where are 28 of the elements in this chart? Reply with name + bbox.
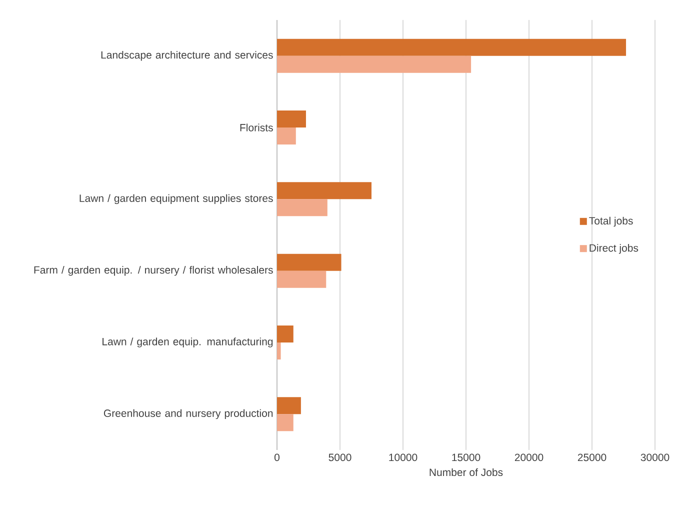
bar [277, 414, 294, 432]
bar [277, 128, 296, 144]
x-tick-label: 15000 [452, 454, 480, 462]
bar [277, 397, 301, 414]
y-tick-label: Farm / garden equip. / nursery / florist wholesalers [34, 266, 273, 276]
bar [277, 182, 372, 200]
bar [277, 270, 326, 288]
y-tick-label: Lawn / garden equip. manufacturing [102, 338, 273, 348]
bar [277, 56, 472, 73]
legend-label: Total jobs [589, 216, 633, 227]
x-tick-label: 30000 [640, 454, 670, 462]
x-tick-label: 25000 [578, 454, 606, 462]
y-tick-label: Greenhouse and nursery production [104, 409, 273, 420]
y-tick-label: Lawn / garden equipment supplies stores [80, 194, 273, 204]
y-tick-label: Florists [240, 124, 273, 132]
x-tick-label: 0 [274, 454, 280, 462]
y-tick-label: Landscape architecture and services [101, 50, 273, 61]
bar [277, 254, 342, 271]
legend-label: Direct jobs [590, 244, 638, 254]
bar [277, 38, 626, 56]
x-tick-label: 5000 [328, 454, 352, 462]
x-axis-title: Number of Jobs [430, 468, 503, 476]
bar [277, 199, 328, 216]
bar [277, 110, 306, 128]
bar [277, 342, 281, 360]
bar [277, 326, 294, 342]
x-tick-label: 20000 [514, 454, 544, 462]
x-tick-label: 10000 [389, 454, 418, 462]
